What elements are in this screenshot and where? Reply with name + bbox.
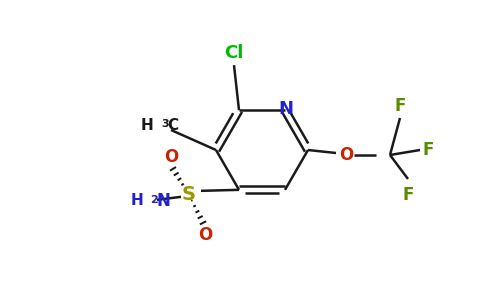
Text: H: H — [140, 118, 153, 133]
Text: F: F — [402, 186, 414, 204]
Text: F: F — [394, 97, 406, 115]
Text: C: C — [167, 118, 178, 133]
Text: S: S — [182, 185, 196, 204]
Text: Cl: Cl — [224, 44, 243, 62]
Text: H: H — [130, 193, 143, 208]
Text: O: O — [198, 226, 212, 244]
Text: 2: 2 — [150, 195, 158, 205]
Text: 3: 3 — [161, 119, 168, 129]
Text: N: N — [157, 192, 171, 210]
Text: O: O — [339, 146, 353, 164]
Text: F: F — [423, 141, 434, 159]
Text: N: N — [278, 100, 293, 118]
Text: O: O — [164, 148, 178, 166]
